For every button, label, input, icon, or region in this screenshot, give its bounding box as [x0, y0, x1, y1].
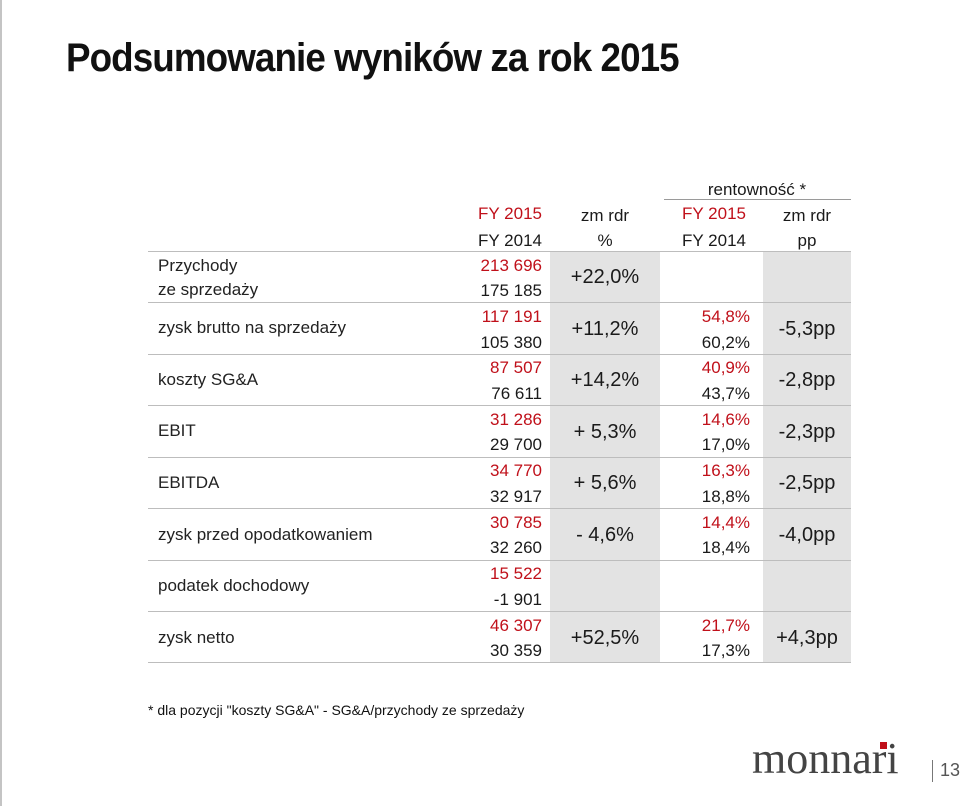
value-zm-pp: -2,5pp: [778, 472, 836, 494]
value-zm-rdr: +22,0%: [570, 266, 640, 288]
row-label-przychody-line2: ze sprzedaży: [158, 280, 259, 299]
value-fy2015: 34 770: [490, 461, 542, 480]
page-number-separator: [932, 760, 933, 782]
value-fy2014: 32 260: [490, 538, 542, 557]
row-label-zysk-przed-opodatkowaniem: zysk przed opodatkowaniem: [158, 525, 373, 544]
left-edge-bar: [0, 0, 2, 806]
value-fy2015: 87 507: [490, 358, 542, 377]
header-col3-top: FY 2015: [682, 204, 746, 223]
row-separator: [148, 251, 851, 252]
value-zm-rdr: + 5,6%: [573, 472, 637, 494]
margin-fy2015: 54,8%: [701, 307, 750, 326]
value-zm-rdr: +11,2%: [571, 318, 639, 340]
header-col2-bottom: %: [597, 231, 613, 250]
value-zm-pp: -4,0pp: [778, 524, 836, 546]
value-fy2015: 30 785: [490, 513, 542, 532]
footnote: * dla pozycji "koszty SG&A" - SG&A/przyc…: [148, 702, 525, 718]
row-label-koszty-sga: koszty SG&A: [158, 370, 259, 389]
row-separator: [148, 662, 851, 663]
header-col2-top: zm rdr: [580, 206, 630, 225]
value-fy2014: -1 901: [493, 590, 542, 609]
value-zm-rdr: +52,5%: [570, 627, 640, 649]
row-label-zysk-brutto: zysk brutto na sprzedaży: [158, 318, 347, 337]
header-col3-bottom: FY 2014: [682, 231, 746, 250]
row-separator: [148, 457, 851, 458]
margin-fy2014: 43,7%: [701, 384, 750, 403]
value-fy2015: 46 307: [490, 616, 542, 635]
row-separator: [148, 611, 851, 612]
value-fy2014: 175 185: [480, 281, 542, 300]
header-col1-bottom: FY 2014: [478, 231, 542, 250]
row-label-ebitda: EBITDA: [158, 473, 220, 492]
value-fy2015: 213 696: [480, 256, 542, 275]
header-col1-top: FY 2015: [478, 204, 542, 223]
header-col4-bottom: pp: [797, 231, 817, 250]
value-zm-rdr: +14,2%: [570, 369, 640, 391]
row-separator: [148, 405, 851, 406]
value-fy2014: 29 700: [490, 435, 542, 454]
margin-fy2015: 16,3%: [701, 461, 750, 480]
row-separator: [148, 560, 851, 561]
row-separator: [148, 508, 851, 509]
value-zm-pp: +4,3pp: [776, 627, 838, 649]
margin-fy2014: 17,0%: [701, 435, 750, 454]
row-label-podatek-dochodowy: podatek dochodowy: [158, 576, 310, 595]
margin-fy2015: 14,6%: [701, 410, 750, 429]
value-fy2014: 30 359: [490, 641, 542, 660]
margin-fy2014: 17,3%: [701, 641, 750, 660]
margin-fy2014: 18,4%: [701, 538, 750, 557]
row-label-zysk-netto: zysk netto: [158, 628, 235, 647]
value-fy2014: 105 380: [480, 333, 542, 352]
logo-dot: [880, 742, 887, 749]
value-fy2014: 32 917: [490, 487, 542, 506]
value-zm-pp: -2,3pp: [778, 421, 836, 443]
page-title: Podsumowanie wyników za rok 2015: [66, 36, 680, 80]
value-zm-rdr: - 4,6%: [576, 524, 634, 546]
margin-fy2015: 14,4%: [701, 513, 750, 532]
header-rentownosc-line: [664, 199, 851, 200]
value-fy2015: 15 522: [490, 564, 542, 583]
header-col4-top: zm rdr: [782, 206, 832, 225]
row-separator: [148, 302, 851, 303]
row-label-przychody: Przychody: [158, 256, 238, 275]
value-fy2015: 117 191: [481, 307, 542, 326]
monnari-logo: monnari: [752, 734, 899, 783]
value-fy2015: 31 286: [490, 410, 542, 429]
value-zm-rdr: + 5,3%: [573, 421, 637, 443]
value-zm-pp: -5,3pp: [778, 318, 836, 340]
value-fy2014: 76 611: [491, 384, 542, 403]
margin-fy2014: 60,2%: [701, 333, 750, 352]
margin-fy2015: 21,7%: [701, 616, 750, 635]
margin-fy2015: 40,9%: [701, 358, 750, 377]
row-label-ebit: EBIT: [158, 421, 196, 440]
row-separator: [148, 354, 851, 355]
value-zm-pp: -2,8pp: [778, 369, 836, 391]
page-number: 13: [940, 760, 960, 780]
header-rentownosc: rentowność *: [707, 180, 807, 199]
margin-fy2014: 18,8%: [701, 487, 750, 506]
